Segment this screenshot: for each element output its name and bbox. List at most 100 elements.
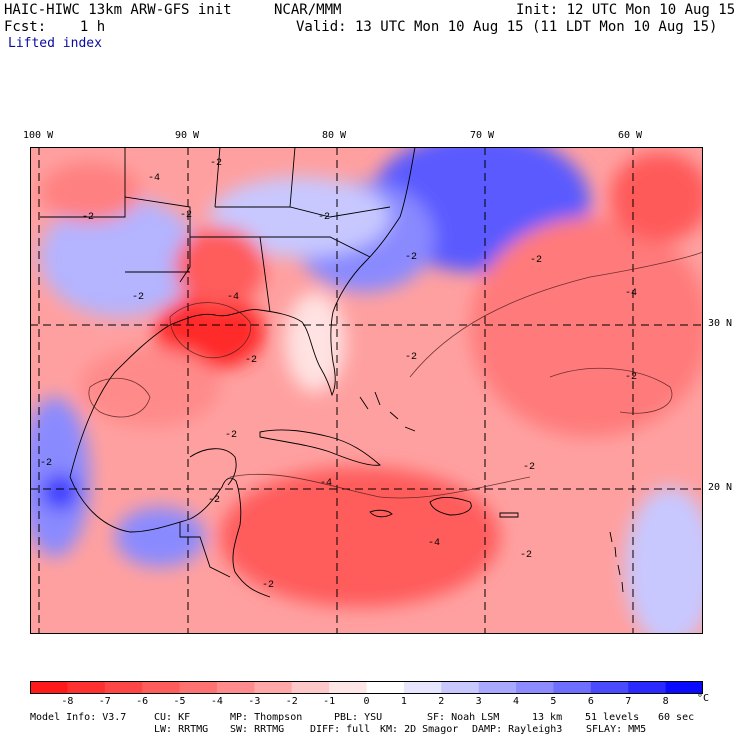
unstable-area-mississippi <box>175 227 265 307</box>
colorbar-swatch <box>478 681 517 694</box>
colorbar-swatch <box>665 681 703 694</box>
colorbar-tick-label: -2 <box>285 696 298 707</box>
jamaica-outline <box>369 509 393 518</box>
graticule <box>30 147 703 634</box>
colorbar-swatch <box>366 681 405 694</box>
contours <box>88 251 703 499</box>
footer-sw: SW: RRTMG <box>230 724 285 735</box>
stable-area-mexico-core <box>42 474 78 510</box>
colorbar-tick-label: -4 <box>210 696 223 707</box>
colorbar-swatch <box>628 681 667 694</box>
colorbar-tick-label: -3 <box>248 696 261 707</box>
cuba-outline <box>259 429 381 466</box>
central-america-border <box>179 522 231 578</box>
contour-label: -2 <box>625 372 637 383</box>
contour-label: -2 <box>520 550 532 561</box>
colorbar-swatch <box>30 681 68 694</box>
stable-area-plains <box>40 197 200 317</box>
coastlines <box>40 147 624 598</box>
contour-label: -2 <box>210 158 222 169</box>
colorbar-swatch <box>441 681 480 694</box>
unstable-area-northern-gulf <box>80 347 220 427</box>
forecast-hour: Fcst: 1 h <box>4 19 106 35</box>
mexico-coast <box>69 476 271 598</box>
yucatan-outline <box>189 448 237 486</box>
lon-label-60w: 60 W <box>618 130 643 141</box>
colorbar-tick-label: -6 <box>136 696 149 707</box>
colorbar-tick-label: 2 <box>438 696 445 707</box>
footer-sflay: SFLAY: MM5 <box>586 724 647 735</box>
us-state-border-4 <box>124 147 296 208</box>
footer-levels: 51 levels <box>585 712 640 723</box>
hispaniola-outline <box>429 497 472 516</box>
footer-mp: MP: Thompson <box>230 712 303 723</box>
contour-label: -2 <box>523 462 535 473</box>
colorbar-frame <box>30 681 703 694</box>
colorbar-swatch <box>590 681 629 694</box>
contour-label: -2 <box>225 430 237 441</box>
unstable-area-texas <box>40 162 140 222</box>
colorbar-unit: °C <box>697 693 710 704</box>
colorbar-tick-label: 7 <box>625 696 632 707</box>
colorbar-swatch <box>329 681 367 694</box>
contour-label: -2 <box>40 458 52 469</box>
colorbar-tick-label: 8 <box>662 696 669 707</box>
contour-label: -2 <box>208 495 220 506</box>
map-frame <box>30 147 703 634</box>
colorbar-tick-label: 0 <box>363 696 370 707</box>
contour-east <box>549 367 673 414</box>
lon-label-80w: 80 W <box>322 130 347 141</box>
colorbar <box>30 681 703 694</box>
contour-label: -2 <box>405 252 417 263</box>
lifted-index-map: -2 -4 -2 -2 -2 -2 -4 -2 -2 -4 -2 -2 -2 -… <box>30 147 703 634</box>
contour-label: -4 <box>148 173 160 184</box>
contour-labels: -2 -4 -2 -2 -2 -2 -4 -2 -2 -4 -2 -2 -2 -… <box>40 158 637 591</box>
contour-mexico <box>88 378 151 418</box>
colorbar-tick-label: -7 <box>98 696 111 707</box>
contour-caribbean <box>229 473 531 499</box>
colorbar-swatch <box>553 681 592 694</box>
us-state-border-1 <box>40 196 191 283</box>
contour-label: -2 <box>318 212 330 223</box>
colorbar-tick-label: 4 <box>513 696 520 707</box>
field-name: Lifted index <box>8 36 102 51</box>
colorbar-swatch <box>104 681 143 694</box>
lat-label-30n: 30 N <box>708 318 733 329</box>
colorbar-swatch <box>403 681 442 694</box>
contour-label: -4 <box>428 538 440 549</box>
lon-label-90w: 90 W <box>175 130 200 141</box>
colorbar-tick-label: -5 <box>173 696 186 707</box>
us-state-border-3 <box>215 206 391 258</box>
colorbar-tick-label: 5 <box>550 696 557 707</box>
contour-atlantic <box>409 251 703 378</box>
colorbar-tick-label: 1 <box>400 696 407 707</box>
footer-km: KM: 2D Smagor <box>380 724 459 735</box>
lesser-antilles-outline <box>609 531 624 593</box>
colorbar-tick-label: 6 <box>587 696 594 707</box>
contour-label: -2 <box>405 352 417 363</box>
contour-label: -2 <box>245 355 257 366</box>
colorbar-tick-label: -8 <box>61 696 74 707</box>
valid-time: Valid: 13 UTC Mon 10 Aug 15 (11 LDT Mon … <box>296 19 718 35</box>
neutral-area-peninsula <box>285 292 345 392</box>
colorbar-swatch <box>291 681 330 694</box>
contour-label: -2 <box>262 580 274 591</box>
contour-gulf <box>169 302 251 359</box>
footer-pbl: PBL: YSU <box>334 712 383 723</box>
lat-label-20n: 20 N <box>708 482 733 493</box>
footer-model-info: Model Info: V3.7 <box>30 712 127 723</box>
colorbar-tick-label: 3 <box>475 696 482 707</box>
footer-diff: DIFF: full <box>310 724 371 735</box>
us-gulf-coast <box>69 147 416 478</box>
colorbar-swatch <box>516 681 554 694</box>
footer-timestep: 60 sec <box>658 712 695 723</box>
footer-sf: SF: Noah LSM <box>427 712 500 723</box>
stable-area-east-atlantic <box>625 487 703 634</box>
unstable-area-sargasso <box>470 217 703 437</box>
colorbar-swatch <box>179 681 218 694</box>
colorbar-tick-label: -1 <box>323 696 336 707</box>
contour-label: -2 <box>180 210 192 221</box>
model-title: HAIC-HIWC 13km ARW-GFS init <box>4 2 232 18</box>
footer-damp: DAMP: Rayleigh3 <box>472 724 563 735</box>
contour-label: -4 <box>320 478 332 489</box>
